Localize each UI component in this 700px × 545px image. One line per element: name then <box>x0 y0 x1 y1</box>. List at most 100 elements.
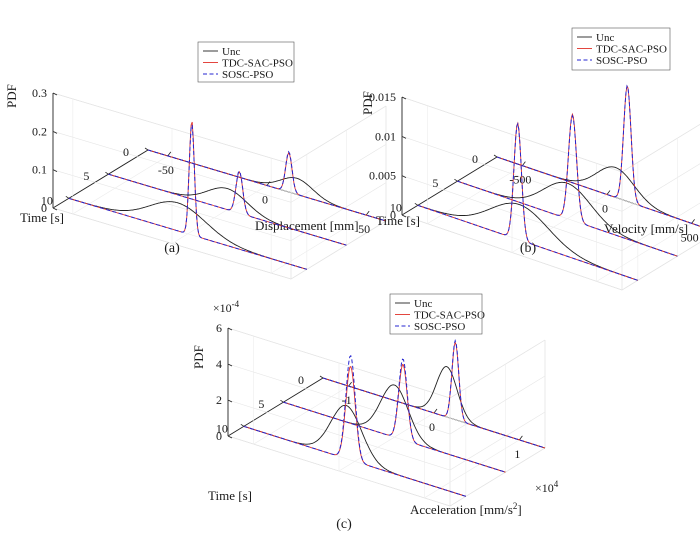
value-tick-label: 1 <box>514 447 520 461</box>
value-gridline <box>253 336 349 445</box>
z-tick-label: 0 <box>41 201 47 215</box>
series-line-unc <box>417 202 638 281</box>
series-line-sosc-pso <box>417 122 638 281</box>
series-line-tdc-sac-pso <box>283 363 506 473</box>
legend-label: Unc <box>222 46 240 58</box>
value-axis-label: Displacement [mm] <box>255 218 359 233</box>
value-tick-label: 50 <box>358 222 370 236</box>
value-axis-label: Acceleration [mm/s2] <box>410 501 522 517</box>
value-tick-label: 0 <box>262 193 268 207</box>
series-line-tdc-sac-pso <box>243 365 466 497</box>
time-tick-label: 0 <box>298 373 304 387</box>
time-tick <box>414 203 419 206</box>
z-tick-label: 0.005 <box>369 169 396 183</box>
panel-label: (b) <box>520 241 537 256</box>
z-gridline <box>227 399 546 471</box>
time-tick <box>105 171 109 175</box>
value-tick-label: 500 <box>681 230 699 244</box>
z-multiplier-base: ×10 <box>213 301 232 315</box>
series-line-sosc-pso <box>322 338 546 449</box>
value-tick <box>433 408 438 414</box>
time-tick-label: 5 <box>258 397 264 411</box>
z-tick-label: 0.01 <box>375 129 396 143</box>
z-tick-label: 4 <box>216 357 222 371</box>
z-tick-label: 0.015 <box>369 90 396 104</box>
value-tick-label: 0 <box>602 202 608 216</box>
z-gridline <box>227 327 546 399</box>
panel-label: (c) <box>336 517 352 532</box>
value-axis-label-text: Acceleration [mm/s <box>410 502 513 517</box>
value-gridline <box>72 98 168 215</box>
time-axis-label: Time [s] <box>20 210 64 225</box>
value-tick <box>519 435 523 441</box>
z-axis-label: PDF <box>4 84 19 108</box>
value-tick-label: 0 <box>429 420 435 434</box>
time-tick <box>493 154 498 158</box>
value-gridline <box>511 134 608 254</box>
z-multiplier: ×10-4 <box>213 299 240 315</box>
z-gridline <box>401 96 700 173</box>
legend-label: TDC-SAC-PSO <box>222 57 293 69</box>
z-tick-label: 2 <box>216 393 222 407</box>
time-tick-label: 10 <box>390 200 402 214</box>
z-axis-label: PDF <box>360 91 375 115</box>
z-tick-label: 0 <box>390 208 396 222</box>
series-line-tdc-sac-pso <box>108 170 347 246</box>
value-tick <box>348 381 352 387</box>
time-axis-label: Time [s] <box>208 488 252 503</box>
z-tick-label: 0 <box>216 429 222 443</box>
time-tick-label: 0 <box>123 145 129 159</box>
legend-label: SOSC-PSO <box>596 55 647 67</box>
z-tick-label: 6 <box>216 321 222 335</box>
series-line-sosc-pso <box>496 84 700 227</box>
z-tick <box>52 207 58 211</box>
time-tick-label: 5 <box>83 169 89 183</box>
legend-label: TDC-SAC-PSO <box>596 43 667 55</box>
axis-box-top <box>52 92 387 165</box>
value-axis-label: Velocity [mm/s] <box>604 221 688 236</box>
time-tick-label: 10 <box>41 193 53 207</box>
value-multiplier-base: ×10 <box>535 481 554 495</box>
value-gridline <box>596 163 692 282</box>
z-gridline <box>227 363 546 435</box>
legend-label: SOSC-PSO <box>222 69 273 81</box>
legend-box <box>389 293 483 335</box>
value-gridline <box>270 158 367 274</box>
value-tick <box>266 181 271 186</box>
z-gridline <box>52 207 387 280</box>
value-gridline <box>338 363 435 472</box>
series-line-unc <box>243 404 466 497</box>
z-tick-label: 0.2 <box>32 124 47 138</box>
value-axis-label-text: Displacement [mm] <box>255 218 359 233</box>
series-line-sosc-pso <box>108 170 347 246</box>
legend-box <box>197 41 295 83</box>
series-line-sosc-pso <box>68 124 307 270</box>
chart-panel-c: 0 2 4 6 10 5 0 -1 0 1 PDF Time [s] Acceleration [mm/… <box>191 293 559 532</box>
z-tick <box>52 130 58 134</box>
z-gridline <box>52 92 387 165</box>
axis-box-top <box>227 327 546 399</box>
time-tick-label: 0 <box>472 152 478 166</box>
z-gridline <box>401 175 700 251</box>
value-tick <box>522 161 526 166</box>
z-tick <box>227 327 233 331</box>
z-tick <box>401 135 407 139</box>
time-tick <box>144 147 149 151</box>
value-multiplier-exponent: 4 <box>554 479 559 489</box>
z-tick <box>227 363 233 367</box>
value-tick <box>167 151 172 157</box>
z-axis-label: PDF <box>191 345 206 369</box>
legend-label: SOSC-PSO <box>414 321 465 333</box>
value-axis-label-end: ] <box>517 502 521 517</box>
legend-label: Unc <box>414 298 432 310</box>
series-line-sosc-pso <box>243 354 466 497</box>
value-axis-label-text: Velocity [mm/s] <box>604 221 688 236</box>
z-gridline <box>401 136 700 212</box>
z-tick-label: 0.1 <box>32 163 47 177</box>
z-tick <box>227 435 233 439</box>
